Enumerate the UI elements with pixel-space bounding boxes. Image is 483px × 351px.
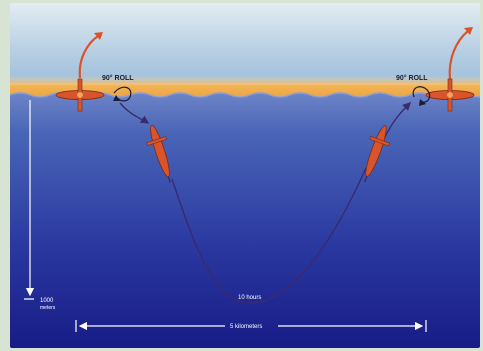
glider-icon (55, 32, 105, 112)
roll-arrow-icon (113, 86, 132, 102)
glider-dive-diagram: 90° ROLL 90° ROLL (10, 3, 480, 348)
descent-arrow (119, 102, 150, 124)
depth-value-label: 1000 (40, 298, 54, 304)
depth-unit-label: meters (40, 305, 56, 311)
flight-path-arrow-icon (448, 30, 469, 80)
glider-antenna (167, 176, 171, 183)
diagram-canvas: 90° ROLL 90° ROLL (10, 3, 480, 348)
surface-band (10, 75, 480, 97)
glider-hub (77, 92, 83, 98)
glider-wing (369, 135, 390, 147)
glider-hub (447, 92, 453, 98)
flight-arrow-head (464, 27, 473, 35)
ocean-water (10, 93, 480, 348)
sky-background (10, 3, 480, 83)
dive-path (171, 167, 367, 304)
glider-icon (364, 125, 390, 183)
distance-label: 5 kilometers (230, 324, 262, 330)
duration-label: 10 hours (238, 295, 261, 301)
roll-arrow-curve (412, 86, 431, 103)
flight-path-arrow-icon (78, 35, 99, 79)
roll-arrow-icon (412, 86, 431, 106)
roll-arrow-head (419, 99, 426, 106)
roll-arrow-curve (113, 86, 132, 102)
glider-icon (425, 27, 475, 112)
roll-label-right: 90° ROLL (396, 74, 428, 82)
glider-antenna (364, 176, 368, 183)
glider-icon (146, 124, 171, 183)
roll-label-left: 90° ROLL (102, 74, 134, 82)
roll-arrow-head (113, 95, 120, 101)
flight-arrow-head (94, 32, 103, 40)
glider-wing (146, 136, 168, 146)
